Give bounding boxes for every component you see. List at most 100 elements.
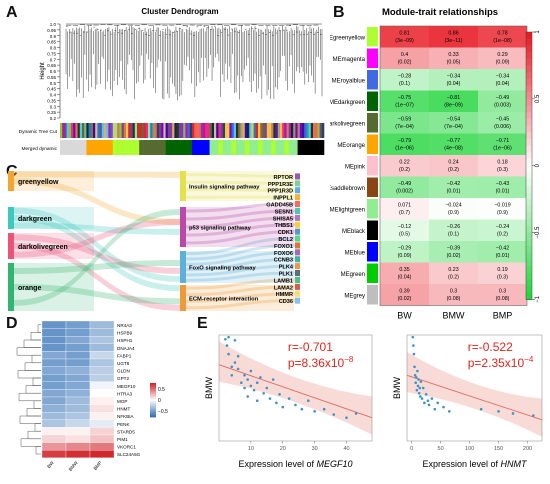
- heatmap-cell-p: (0.3): [497, 275, 508, 281]
- heatmap-cell-r: −0.12: [398, 224, 411, 230]
- module-color-cell: [315, 123, 318, 138]
- scatter-x-tick-label: 50: [438, 446, 444, 452]
- module-color-cell: [293, 123, 296, 138]
- dendrogram-row-label: Merged dynamic: [22, 146, 58, 152]
- heatmap-cell: [380, 176, 429, 198]
- scatter-point: [246, 395, 249, 398]
- module-color-cell: [165, 123, 169, 138]
- scatter-point: [275, 401, 278, 405]
- scatter-point: [300, 407, 304, 411]
- sankey-pathway-band: [186, 207, 294, 247]
- module-color-cell: [253, 140, 259, 155]
- sankey-module-label: darkgreen: [18, 216, 52, 223]
- gene-legend-step: [150, 413, 156, 416]
- dendrogram-y-tick-label: 0.45: [47, 87, 56, 92]
- sankey-link: [186, 257, 295, 272]
- scatter-x-label-gene: HNMT: [501, 459, 528, 469]
- row-dendrogram-branch: [18, 392, 41, 402]
- dendrogram-y-tick-label: 0.85: [47, 40, 56, 45]
- scatter-point: [233, 361, 237, 364]
- module-trait-heatmap: Module-trait relationships MEgreenyellow 0…: [330, 7, 541, 320]
- module-color-cell: [236, 123, 239, 138]
- scatter-frame: [406, 334, 543, 442]
- gene-heatmap-cell: [65, 434, 91, 443]
- module-color-swatch: [367, 177, 378, 197]
- module-color-cell: [119, 123, 122, 138]
- module-color-cell: [258, 140, 263, 155]
- module-color-cell: [319, 140, 325, 155]
- sankey-pathway-node: [180, 251, 186, 283]
- heatmap-cell-r: −0.42: [496, 246, 509, 252]
- scatter-stat-r: r=-0.701: [288, 340, 333, 354]
- module-color-cell: [264, 123, 268, 138]
- colorbar-step: [526, 212, 532, 220]
- panel-label-b: B: [333, 4, 345, 21]
- heatmap-cell-p: (0.01): [496, 253, 510, 259]
- module-color-cell: [277, 123, 281, 138]
- module-color-cell: [159, 123, 162, 138]
- gene-heatmap-row-label: FABP1: [117, 353, 132, 358]
- scatter-stat-p-base: p=8.36x10: [288, 356, 345, 370]
- gene-legend-step: [150, 385, 156, 387]
- heatmap-cell-p: (1e−06): [395, 146, 414, 152]
- gene-heatmap-cell: [89, 396, 115, 405]
- gene-heatmap-cell: [89, 374, 115, 382]
- gene-heatmap-cell: [41, 450, 67, 458]
- heatmap-cell: [429, 112, 478, 134]
- sankey-gene-label: THBS1: [275, 223, 293, 229]
- sankey-module-node: [8, 233, 14, 259]
- colorbar-step: [526, 132, 532, 140]
- row-dendrogram-branch: [24, 362, 41, 371]
- gene-heatmap-cell: [41, 366, 67, 375]
- colorbar-step: [526, 185, 532, 193]
- heatmap-cell: [478, 155, 527, 177]
- module-color-cell: [137, 123, 140, 138]
- module-color-cell: [216, 123, 219, 138]
- heatmap-cell-p: (0.04): [398, 275, 412, 281]
- scatter-y-label: BMW: [392, 377, 402, 400]
- module-color-cell: [297, 140, 303, 155]
- dendrogram-row-label: Dynamic Tree Cut: [19, 129, 58, 135]
- heatmap-cell-p: (7e−04): [395, 124, 414, 130]
- module-color-cell: [139, 123, 142, 138]
- module-color-cell: [84, 123, 87, 138]
- heatmap-cell-r: −0.59: [398, 117, 411, 123]
- scatter-point: [233, 339, 237, 342]
- module-color-swatch: [367, 113, 378, 133]
- module-color-cell: [106, 123, 109, 138]
- sankey-gene-node: [295, 201, 300, 208]
- gene-heatmap-column-label: BMW: [68, 460, 79, 472]
- heatmap-cell-p: (0.04): [447, 81, 461, 87]
- module-color-cell: [132, 123, 136, 138]
- scatter-point: [240, 381, 243, 384]
- heatmap-cell-p: (0.2): [448, 167, 459, 173]
- module-color-cell: [73, 123, 76, 138]
- scatter-point: [255, 381, 259, 384]
- scatter-point: [412, 352, 416, 356]
- row-dendrogram-branch: [20, 438, 41, 447]
- sankey-gene-node: [295, 187, 300, 194]
- module-color-swatch: [367, 156, 378, 176]
- colorbar-step: [526, 98, 532, 107]
- module-color-cell: [222, 140, 228, 155]
- module-color-cell: [280, 140, 285, 155]
- scatter-x-label-gene: MEGF10: [317, 459, 353, 469]
- module-color-cell: [304, 123, 307, 138]
- scatter-point: [411, 335, 415, 339]
- scatter-point: [420, 397, 424, 400]
- dendrogram-y-tick-label: 0.3: [50, 104, 57, 109]
- module-color-cell: [104, 140, 109, 155]
- gene-heatmap-row-label: GPT2: [117, 376, 129, 381]
- gene-heatmap-cell: [65, 336, 91, 344]
- module-color-cell: [88, 123, 92, 138]
- heatmap-cell-r: 0.86: [448, 31, 458, 37]
- heatmap-cell-r: −0.77: [447, 138, 460, 144]
- sankey-link: [186, 278, 295, 290]
- gene-heatmap-row-label: PIM1: [117, 437, 128, 442]
- heatmap-cell-p: (1e−08): [493, 38, 512, 44]
- module-color-swatch: [367, 27, 378, 47]
- sankey-module-band: [14, 233, 94, 259]
- module-color-cell: [302, 123, 305, 138]
- module-color-cell: [121, 123, 125, 138]
- heatmap-cell-p: (8e−09): [444, 103, 463, 109]
